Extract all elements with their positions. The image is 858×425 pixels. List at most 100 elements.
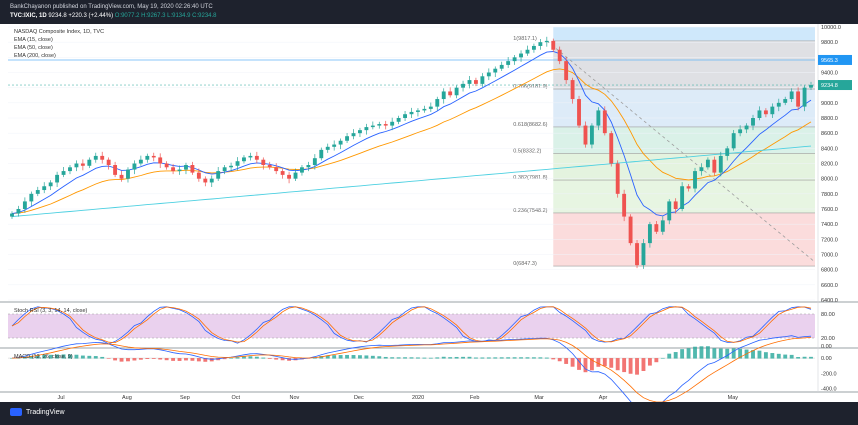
candle-body <box>725 148 730 156</box>
candle-body <box>589 125 594 145</box>
chart-svg[interactable]: 1(9817.1) 0.786(9181.9) 0.618(8682.6) 0.5(8… <box>0 24 858 411</box>
x-tick-label-Nov: Nov <box>290 395 300 401</box>
price-change: +220.3 (+2.44%) <box>68 13 114 19</box>
brand-name: TradingView <box>26 408 65 416</box>
macd-histogram-bar <box>499 357 504 359</box>
candle-body <box>628 216 633 244</box>
macd-histogram-bar <box>705 346 710 359</box>
macd-histogram-bar <box>718 348 723 359</box>
x-tick-label-Apr: Apr <box>599 395 608 401</box>
macd-histogram-bar <box>544 357 549 359</box>
macd-histogram-bar <box>693 346 697 359</box>
macd-histogram-bar <box>686 348 691 359</box>
candle-body <box>763 110 768 115</box>
macd-histogram-bar <box>151 358 156 359</box>
chart-legend: NASDAQ Composite Index, 1D, TVC EMA (15,… <box>14 28 104 60</box>
y-tick-label-9800.0: 9800.0 <box>821 40 838 46</box>
macd-histogram-bar <box>667 353 672 359</box>
candle-body <box>480 76 485 84</box>
macd-histogram-bar <box>480 357 485 359</box>
y-tick-label-7400.0: 7400.0 <box>821 222 838 228</box>
candle-body <box>10 213 14 217</box>
macd-histogram-bar <box>145 358 150 359</box>
fib-zone-top <box>553 27 815 41</box>
macd-histogram-bar <box>680 349 685 359</box>
candle-body <box>499 64 504 69</box>
macd-histogram-bar <box>628 358 633 374</box>
candle-body <box>138 159 143 164</box>
macd-histogram-bar <box>789 354 794 359</box>
candle-body <box>622 193 627 217</box>
stoch-tick-80.00: 80.00 <box>821 312 835 318</box>
macd-tick--400.0: -400.0 <box>821 386 837 392</box>
candle-body <box>789 91 794 100</box>
candle-body <box>87 159 92 166</box>
candle-body <box>519 53 523 58</box>
ema50-line <box>11 68 812 215</box>
x-tick-label-Mar: Mar <box>534 395 544 401</box>
candle-body <box>338 140 343 145</box>
macd-histogram-bar <box>87 355 92 359</box>
macd-histogram-bar <box>712 348 717 359</box>
y-tick-label-9000.0: 9000.0 <box>821 101 838 107</box>
macd-histogram-bar <box>235 357 240 359</box>
x-tick-label-Oct: Oct <box>232 395 241 401</box>
macd-histogram-bar <box>222 358 227 360</box>
macd-histogram-bar <box>274 358 279 360</box>
candle-body <box>113 165 118 175</box>
macd-label: MACD (12, 26, close, 9) <box>14 354 73 360</box>
y-tick-label-8600.0: 8600.0 <box>821 131 838 137</box>
candle-body <box>770 106 775 115</box>
candle-body <box>596 110 601 126</box>
candle-body <box>602 110 607 134</box>
macd-histogram-bar <box>525 357 530 359</box>
candle-body <box>325 146 330 150</box>
symbol-name[interactable]: TVC:IXIC, 1D <box>10 13 47 19</box>
macd-histogram-bar <box>622 358 627 373</box>
candle-body <box>686 186 691 189</box>
candle-body <box>544 40 549 43</box>
macd-histogram-bar <box>100 356 105 359</box>
macd-histogram-bar <box>577 358 581 370</box>
candle-body <box>287 174 292 179</box>
candle-body <box>261 159 266 166</box>
candle-body <box>744 125 749 130</box>
y-tick-label-9400.0: 9400.0 <box>821 71 838 77</box>
macd-histogram-bar <box>809 356 813 359</box>
macd-histogram-bar <box>428 357 433 359</box>
chart-area[interactable]: 1(9817.1) 0.786(9181.9) 0.618(8682.6) 0.5(8… <box>0 24 858 411</box>
ema15-line <box>11 51 812 217</box>
stoch-d-line <box>11 306 812 344</box>
fib-label-0.786: 0.786(9181.9) <box>513 84 547 90</box>
y-tick-label-6600.0: 6600.0 <box>821 283 838 289</box>
macd-histogram-bar <box>422 357 427 359</box>
candle-body <box>403 114 407 118</box>
candle-body <box>486 72 491 77</box>
macd-histogram-bar <box>338 355 343 359</box>
last-price-label: 9234.8 <box>821 83 838 89</box>
tradingview-icon <box>10 408 22 416</box>
macd-histogram-bar <box>596 358 601 367</box>
stoch-tick-0.00: 0.00 <box>821 344 832 350</box>
candle-body <box>203 178 208 183</box>
legend-ema200: EMA (200, close) <box>14 53 56 59</box>
macd-histogram-bar <box>254 356 259 359</box>
macd-histogram-bar <box>512 357 517 359</box>
macd-histogram-bar <box>164 358 169 361</box>
macd-histogram-bar <box>602 358 607 367</box>
macd-histogram-bar <box>647 358 652 366</box>
macd-histogram-bar <box>506 357 511 359</box>
candle-body <box>738 129 743 134</box>
tradingview-logo[interactable]: TradingView <box>10 408 65 416</box>
candle-body <box>783 99 788 103</box>
macd-histogram-bar <box>358 355 362 359</box>
candle-body <box>306 165 311 168</box>
macd-histogram-bar <box>538 357 543 359</box>
candle-body <box>119 174 124 179</box>
x-tick-label-May: May <box>728 395 739 401</box>
macd-histogram-bar <box>325 355 330 359</box>
macd-histogram-bar <box>738 348 743 359</box>
macd-histogram-bar <box>229 357 234 359</box>
macd-histogram-bar <box>448 357 453 359</box>
fib-label-0: 0(6847.3) <box>513 261 537 267</box>
